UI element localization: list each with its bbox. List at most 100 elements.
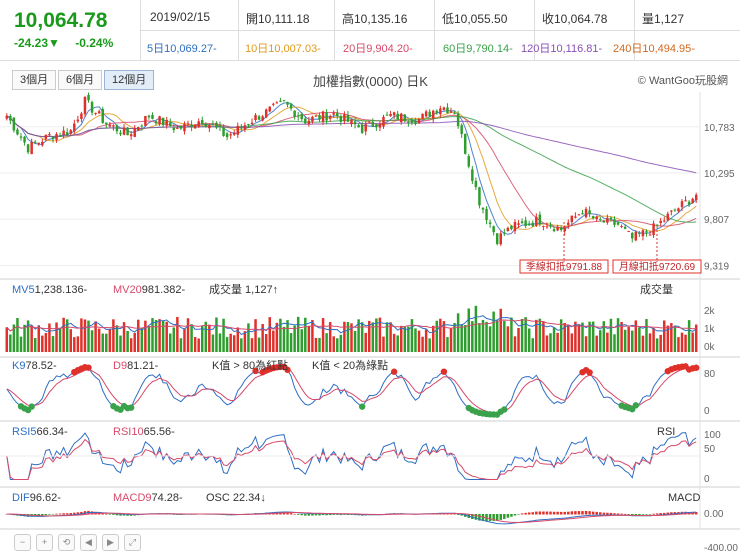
volume-bar bbox=[232, 335, 236, 352]
volume-bar bbox=[55, 322, 58, 352]
volume-bar bbox=[129, 338, 133, 352]
volume-bar bbox=[140, 328, 144, 352]
volume-bar bbox=[250, 338, 254, 352]
next-icon[interactable]: ▶ bbox=[102, 534, 119, 551]
candle-body bbox=[467, 156, 471, 167]
volume-bar bbox=[542, 322, 545, 352]
volume-bar bbox=[662, 320, 666, 352]
volume-bar bbox=[37, 325, 41, 352]
volume-bar bbox=[666, 325, 670, 352]
candle-body bbox=[183, 123, 186, 132]
candle-body bbox=[684, 200, 687, 202]
volume-bar bbox=[574, 321, 577, 352]
volume-bar bbox=[108, 329, 112, 352]
candle-body bbox=[23, 136, 26, 143]
candle-body bbox=[55, 134, 58, 140]
candle-body bbox=[222, 127, 225, 136]
volume-bar bbox=[659, 334, 662, 352]
candle-body bbox=[510, 225, 513, 230]
volume-bar bbox=[446, 337, 449, 352]
candle-body bbox=[80, 113, 83, 119]
prev-icon[interactable]: ◀ bbox=[80, 534, 97, 551]
osc-bar bbox=[304, 514, 307, 516]
osc-bar bbox=[69, 513, 72, 515]
volume-bar bbox=[520, 318, 524, 352]
volume-bar bbox=[389, 322, 392, 352]
volume-bar bbox=[268, 317, 272, 352]
candle-body bbox=[471, 169, 474, 181]
volume-bar bbox=[641, 335, 645, 352]
osc-bar bbox=[606, 512, 609, 515]
osc-bar bbox=[609, 512, 613, 515]
reset-icon[interactable]: ⟲ bbox=[58, 534, 75, 551]
volume-bar bbox=[364, 332, 367, 352]
range-12m-button[interactable]: 12個月 bbox=[104, 70, 155, 90]
volume-bar bbox=[400, 325, 403, 352]
dif-label-value: 96.62- bbox=[30, 492, 62, 504]
candle-body bbox=[538, 214, 542, 225]
candle-body bbox=[606, 217, 609, 223]
volume-bar bbox=[655, 338, 659, 352]
volume-bar bbox=[368, 320, 371, 352]
volume-bar bbox=[65, 319, 69, 352]
candle-body bbox=[460, 125, 463, 134]
candle-body bbox=[556, 226, 559, 231]
price-axis-tick: 10,295 bbox=[704, 169, 735, 180]
zoom-out-icon[interactable]: − bbox=[14, 534, 31, 551]
volume-bar bbox=[467, 308, 471, 352]
volume-bar bbox=[677, 337, 680, 352]
volume-bar bbox=[567, 324, 570, 352]
volume-bar bbox=[378, 317, 382, 352]
candle-body bbox=[272, 103, 275, 105]
volume-bar bbox=[524, 317, 527, 352]
volume-axis-tick: 1k bbox=[704, 324, 716, 335]
volume-bar bbox=[350, 323, 353, 352]
range-6m-button[interactable]: 6個月 bbox=[58, 70, 103, 90]
candle-body bbox=[247, 124, 250, 126]
volume-bar bbox=[325, 333, 328, 352]
volume-bar bbox=[112, 319, 115, 352]
annotation-box bbox=[612, 259, 702, 274]
candle-body bbox=[282, 100, 286, 102]
candle-body bbox=[527, 224, 531, 226]
volume-bar bbox=[343, 321, 346, 352]
volume-bar bbox=[279, 318, 282, 352]
ma-value: 10,116.81- bbox=[550, 43, 603, 55]
osc-bar bbox=[549, 511, 552, 515]
candle-body bbox=[279, 100, 282, 102]
volume-bar bbox=[222, 318, 225, 352]
kd-note-red: K值 > 80為紅點 bbox=[212, 358, 288, 372]
kd-oversold-dot bbox=[501, 406, 508, 413]
candle-body bbox=[108, 124, 112, 127]
candle-body bbox=[311, 116, 314, 122]
osc-bar bbox=[51, 514, 55, 515]
volume-bar bbox=[339, 334, 343, 352]
divider bbox=[140, 30, 740, 31]
range-3m-button[interactable]: 3個月 bbox=[12, 70, 57, 90]
volume-bar bbox=[631, 330, 634, 352]
candle-body bbox=[165, 119, 168, 126]
osc-bar bbox=[108, 514, 112, 515]
volume-bar bbox=[584, 336, 588, 352]
candle-body bbox=[495, 233, 499, 244]
volume-bar bbox=[510, 317, 513, 352]
candle-body bbox=[357, 124, 360, 128]
k9-label-value: 78.52- bbox=[25, 360, 57, 372]
candle-body bbox=[339, 116, 343, 122]
volume-bar bbox=[44, 332, 48, 352]
volume-bar bbox=[90, 330, 94, 352]
volume-bar bbox=[23, 324, 26, 352]
candle-body bbox=[442, 107, 446, 110]
candle-body bbox=[691, 198, 694, 204]
zoom-in-icon[interactable]: + bbox=[36, 534, 53, 551]
osc-bar bbox=[58, 513, 62, 515]
candle-body bbox=[414, 121, 417, 124]
candle-body bbox=[687, 201, 691, 205]
candle-body bbox=[37, 142, 41, 144]
osc-bar bbox=[666, 512, 670, 515]
volume-bar bbox=[591, 321, 595, 352]
osc-bar bbox=[76, 512, 80, 515]
volume-bar bbox=[218, 333, 222, 352]
macd9-label-key: MACD9 bbox=[113, 492, 152, 504]
fullscreen-icon[interactable]: ⤢ bbox=[124, 534, 141, 551]
